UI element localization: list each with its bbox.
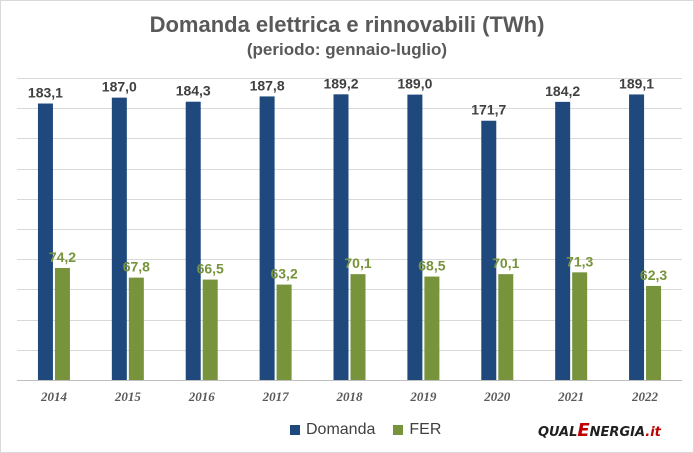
data-label-domanda-2018: 189,2 [323, 75, 358, 91]
bar-domanda-2015 [111, 97, 127, 380]
x-tick-label-2019: 2019 [409, 389, 437, 404]
data-label-fer-2014: 74,2 [49, 249, 76, 265]
bar-fer-2014 [54, 267, 70, 380]
data-label-fer-2017: 63,2 [270, 266, 297, 282]
bar-fer-2018 [350, 274, 366, 380]
data-label-fer-2018: 70,1 [344, 255, 371, 271]
bar-domanda-2021 [555, 101, 571, 380]
x-tick-label-2018: 2018 [336, 389, 364, 404]
bar-domanda-2018 [333, 94, 349, 381]
chart-title: Domanda elettrica e rinnovabili (TWh) [149, 12, 545, 37]
logo-letter-e: E [577, 420, 590, 441]
legend-label-fer: FER [409, 421, 442, 438]
logo-text-nergia: NERGIA [589, 425, 646, 440]
legend-item-fer: FER [393, 421, 441, 439]
x-tick-label-2017: 2017 [262, 389, 290, 404]
bar-fer-2022 [646, 285, 662, 380]
bar-domanda-2016 [185, 101, 201, 380]
legend-swatch-fer [393, 425, 404, 435]
logo-text-qual: QUAL [538, 425, 578, 440]
bar-domanda-2017 [259, 96, 275, 380]
bar-domanda-2022 [629, 94, 645, 381]
x-tick-label-2014: 2014 [40, 389, 68, 404]
x-tick-label-2022: 2022 [631, 389, 659, 404]
data-label-fer-2021: 71,3 [566, 253, 593, 269]
legend-item-domanda: Domanda [290, 421, 375, 439]
data-label-domanda-2016: 184,3 [176, 83, 211, 99]
data-label-domanda-2020: 171,7 [471, 102, 506, 118]
data-label-fer-2020: 70,1 [492, 255, 519, 271]
data-label-domanda-2015: 187,0 [102, 79, 137, 95]
legend-label-domanda: Domanda [306, 421, 376, 438]
data-label-domanda-2021: 184,2 [545, 83, 580, 99]
bar-fer-2020 [498, 274, 514, 380]
bar-fer-2019 [424, 276, 440, 380]
data-label-domanda-2014: 183,1 [28, 85, 63, 101]
bar-domanda-2019 [407, 94, 423, 381]
bar-fer-2015 [128, 277, 144, 380]
legend-swatch-domanda [290, 425, 300, 435]
data-label-fer-2016: 66,5 [197, 261, 224, 277]
data-label-domanda-2017: 187,8 [250, 77, 285, 93]
data-label-domanda-2022: 189,1 [619, 75, 654, 91]
bar-fer-2017 [276, 284, 292, 380]
x-tick-label-2021: 2021 [557, 389, 584, 404]
x-tick-label-2016: 2016 [188, 389, 216, 404]
data-label-domanda-2019: 189,0 [397, 76, 432, 92]
legend: Domanda FER [290, 420, 459, 440]
qualenergia-logo: QUALENERGIA.it [538, 420, 661, 441]
x-tick-label-2015: 2015 [114, 389, 142, 404]
data-label-fer-2022: 62,3 [640, 267, 667, 283]
data-label-fer-2015: 67,8 [123, 259, 150, 275]
data-label-fer-2019: 68,5 [418, 258, 445, 274]
bar-fer-2016 [202, 279, 218, 380]
bar-fer-2021 [572, 272, 588, 380]
chart-subtitle: (periodo: gennaio-luglio) [246, 40, 448, 59]
logo-suffix: .it [645, 425, 661, 440]
x-tick-label-2020: 2020 [483, 389, 511, 404]
bar-domanda-2020 [481, 120, 497, 380]
bar-domanda-2014 [37, 103, 53, 381]
